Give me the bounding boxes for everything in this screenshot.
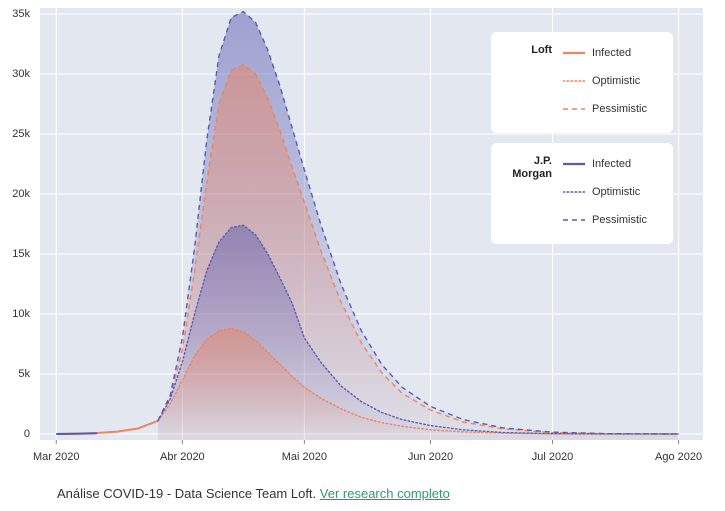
legend-entry: Pessimistic xyxy=(563,213,647,227)
legend-entry: Optimistic xyxy=(563,74,640,88)
legend-entry: Infected xyxy=(563,157,631,171)
legend-label: Pessimistic xyxy=(592,103,648,115)
legend-group-title: Loft xyxy=(531,44,552,56)
legend-label: Infected xyxy=(592,47,632,59)
series-line xyxy=(157,224,680,435)
legend-label: Optimistic xyxy=(592,75,641,87)
x-tick-label: Jun 2020 xyxy=(408,451,453,463)
y-tick-label: 20k xyxy=(12,188,30,200)
y-tick-label: 30k xyxy=(12,68,30,80)
legend-box: Loft Infected Optimistic Pessimistic xyxy=(491,32,673,133)
y-tick-label: 15k xyxy=(12,248,30,260)
legend-swatch xyxy=(563,219,585,221)
legend-label: Pessimistic xyxy=(592,214,648,226)
y-tick-label: 10k xyxy=(12,308,30,320)
caption: Análise COVID-19 - Data Science Team Lof… xyxy=(57,486,450,501)
legend-group-title: J.P. Morgan xyxy=(512,155,552,180)
x-tick-label: Abr 2020 xyxy=(160,451,205,463)
series-line xyxy=(56,432,97,435)
y-tick-label: 25k xyxy=(12,128,30,140)
caption-link[interactable]: Ver research completo xyxy=(319,486,450,501)
legend-swatch xyxy=(563,80,585,82)
y-tick-label: 0 xyxy=(24,428,30,440)
y-tick-label: 35k xyxy=(12,8,30,20)
legend-entry: Infected xyxy=(563,46,631,60)
series-line xyxy=(157,327,680,435)
area-fill xyxy=(157,328,679,440)
legend-entry: Pessimistic xyxy=(563,102,647,116)
legend-entry: Optimistic xyxy=(563,185,640,199)
y-tick-label: 5k xyxy=(18,368,30,380)
x-tick-label: Mai 2020 xyxy=(282,451,327,463)
legend-swatch xyxy=(563,108,585,110)
x-tick-label: Jul 2020 xyxy=(532,451,574,463)
legend-swatch xyxy=(563,191,585,193)
legend-label: Infected xyxy=(592,158,632,170)
legend-label: Optimistic xyxy=(592,186,641,198)
legend-swatch xyxy=(563,51,585,55)
caption-text: Análise COVID-19 - Data Science Team Lof… xyxy=(57,486,317,501)
x-tick-label: Mar 2020 xyxy=(33,451,79,463)
x-tick-label: Ago 2020 xyxy=(655,451,702,463)
legend-box: J.P. Morgan Infected Optimistic Pessimistic xyxy=(491,143,673,244)
series-line xyxy=(157,63,679,435)
legend-swatch xyxy=(563,162,585,166)
